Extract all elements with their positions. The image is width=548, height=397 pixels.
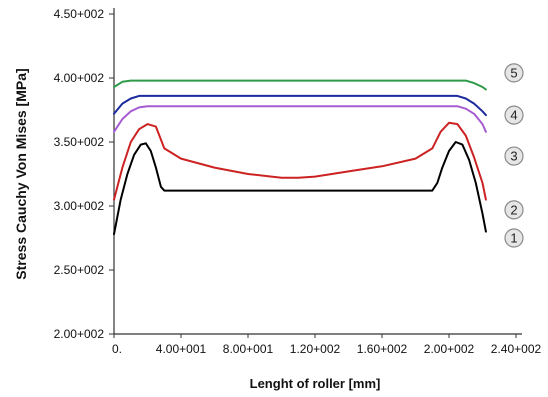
x-tick-label: 1.20+002	[290, 342, 341, 356]
y-tick-label: 2.00+002	[54, 327, 105, 341]
y-tick-label: 3.00+002	[54, 199, 105, 213]
x-tick-label: 0.	[112, 342, 122, 356]
series-marker-3	[504, 146, 524, 166]
axes	[113, 8, 522, 335]
x-tick-label: 4.00+001	[156, 342, 207, 356]
x-tick-label: 8.00+001	[223, 342, 274, 356]
ticks: 2.00+002 2.50+002 3.00+002 3.50+002 4.00+002…	[54, 7, 542, 356]
series-line-2	[113, 121, 487, 201]
y-tick-label: 3.50+002	[54, 135, 105, 149]
series-line-5	[113, 79, 487, 91]
series-marker-2	[504, 200, 524, 220]
series-marker-label-1: 1	[510, 231, 517, 246]
series-marker-label-3: 3	[510, 149, 517, 164]
x-tick-label: 1.60+002	[357, 342, 408, 356]
x-axis-title: Lenght of roller [mm]	[250, 376, 381, 391]
series-marker-5	[504, 63, 524, 83]
y-tick-label: 4.00+002	[54, 71, 105, 85]
series-marker-4	[504, 105, 524, 125]
series-line-3	[113, 105, 487, 133]
y-axis-title: Stress Cauchy Von Mises [MPa]	[13, 68, 29, 279]
x-tick-label: 2.00+002	[424, 342, 475, 356]
series-line-4	[113, 94, 487, 117]
series-marker-label-5: 5	[510, 65, 517, 80]
series-marker-label-4: 4	[510, 108, 517, 123]
y-tick-label: 2.50+002	[54, 263, 105, 277]
y-tick-label: 4.50+002	[54, 7, 105, 21]
series-markers: 1 2 3 4 5	[504, 63, 524, 248]
x-tick-label: 2.40+002	[491, 342, 542, 356]
series-marker-1	[504, 228, 524, 248]
series-line-1	[113, 141, 487, 236]
series-marker-label-2: 2	[510, 202, 517, 217]
series-lines	[113, 79, 487, 236]
